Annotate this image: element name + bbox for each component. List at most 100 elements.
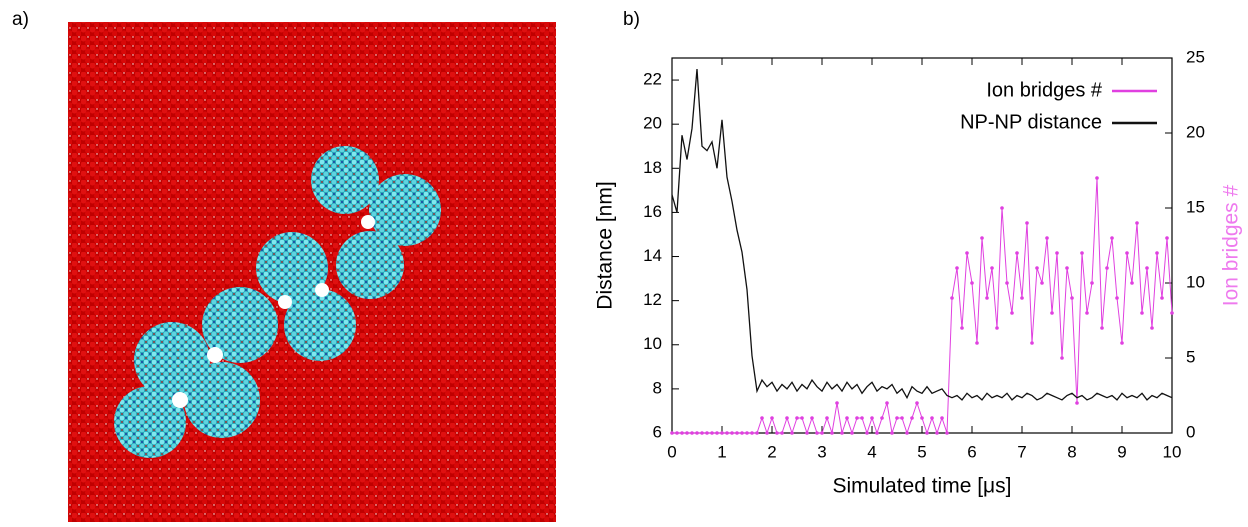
data-point [1105,266,1109,270]
data-point [970,281,974,285]
data-point [1100,326,1104,330]
nanoparticle-chain [114,146,441,458]
data-point [785,416,789,420]
data-point [995,326,999,330]
data-point [920,416,924,420]
data-point [1015,251,1019,255]
data-point [975,341,979,345]
data-point [820,431,824,435]
data-point [890,431,894,435]
data-point [1130,281,1134,285]
data-point [1110,236,1114,240]
data-point [825,416,829,420]
y2-tick-label: 5 [1186,347,1195,366]
x-tick-label: 6 [967,442,976,461]
data-point [1080,251,1084,255]
data-point [935,431,939,435]
data-point [720,431,724,435]
data-point [745,431,749,435]
data-point [795,416,799,420]
x-tick-label: 9 [1117,442,1126,461]
data-point [930,416,934,420]
data-point [815,431,819,435]
data-point [1170,311,1174,315]
data-point [670,431,674,435]
data-point [710,431,714,435]
data-point [1095,176,1099,180]
data-point [1035,266,1039,270]
data-point [755,431,759,435]
legend-label: Ion bridges # [986,79,1103,101]
x-axis-title: Simulated time [μs] [833,475,1012,498]
data-point [1085,311,1089,315]
data-point [835,401,839,405]
data-point [695,431,699,435]
data-point [870,416,874,420]
y-tick-label: 20 [643,114,662,133]
data-point [905,431,909,435]
data-point [1065,266,1069,270]
data-point [1165,236,1169,240]
data-point [705,431,709,435]
y-tick-label: 12 [643,290,662,309]
data-point [1160,296,1164,300]
y-tick-label: 16 [643,202,662,221]
y-tick-label: 8 [653,378,662,397]
y-tick-label: 10 [643,334,662,353]
y2-tick-label: 25 [1186,47,1205,66]
data-point [960,326,964,330]
x-tick-label: 4 [867,442,876,461]
y-tick-label: 6 [653,422,662,441]
data-point [680,431,684,435]
x-tick-label: 10 [1163,442,1182,461]
data-point [945,431,949,435]
data-point [990,266,994,270]
data-point [860,416,864,420]
data-point [1145,266,1149,270]
x-tick-label: 8 [1067,442,1076,461]
data-point [980,236,984,240]
x-tick-label: 1 [717,442,726,461]
y-tick-label: 18 [643,158,662,177]
data-point [985,296,989,300]
data-point [910,416,914,420]
data-point [1055,251,1059,255]
data-point [780,431,784,435]
data-point [775,431,779,435]
data-point [700,431,704,435]
data-point [830,431,834,435]
x-tick-label: 2 [767,442,776,461]
y-axis-title: Distance [nm] [594,181,617,309]
data-point [800,416,804,420]
data-point [1125,251,1129,255]
data-point [1040,281,1044,285]
x-tick-label: 7 [1017,442,1026,461]
data-point [885,401,889,405]
data-point [1120,341,1124,345]
data-point [690,431,694,435]
panel-label: a) [12,9,29,30]
data-point [730,431,734,435]
data-point [1090,281,1094,285]
data-point [1025,221,1029,225]
data-point [810,416,814,420]
y-tick-label: 22 [643,70,662,89]
y2-tick-label: 20 [1186,122,1205,141]
y2-tick-label: 10 [1186,272,1205,291]
data-point [965,251,969,255]
data-point [1150,326,1154,330]
data-point [1070,296,1074,300]
data-point [855,416,859,420]
data-point [950,296,954,300]
data-point [1030,341,1034,345]
data-point [1045,236,1049,240]
data-point [1155,251,1159,255]
x-tick-label: 0 [667,442,676,461]
legend-label: NP-NP distance [960,111,1102,133]
data-point [900,416,904,420]
data-point [675,431,679,435]
data-point [1135,221,1139,225]
data-point [850,431,854,435]
data-point [1020,296,1024,300]
data-point [1050,311,1054,315]
